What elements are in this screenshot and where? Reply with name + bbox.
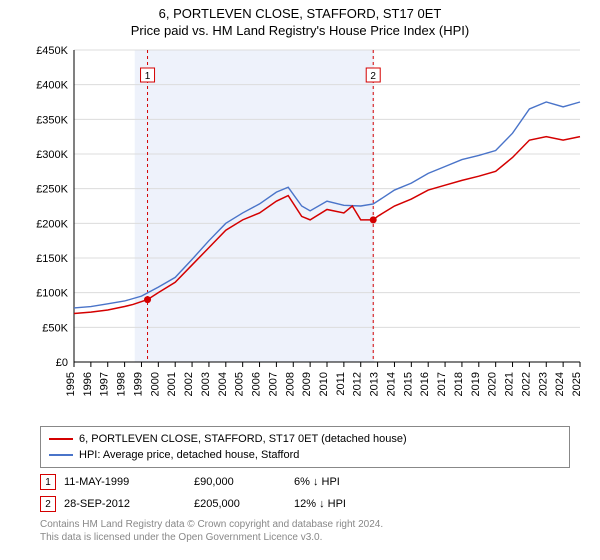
svg-text:£350K: £350K — [36, 114, 68, 126]
svg-text:2013: 2013 — [369, 372, 381, 396]
svg-text:2017: 2017 — [436, 372, 448, 396]
svg-text:2005: 2005 — [234, 372, 246, 396]
svg-text:2001: 2001 — [166, 372, 178, 396]
svg-text:£50K: £50K — [42, 322, 68, 334]
legend-swatch — [49, 438, 73, 440]
svg-text:1998: 1998 — [116, 372, 128, 396]
legend-item: 6, PORTLEVEN CLOSE, STAFFORD, ST17 0ET (… — [49, 431, 561, 447]
svg-text:2024: 2024 — [554, 372, 566, 396]
svg-text:2014: 2014 — [385, 372, 397, 396]
svg-text:1999: 1999 — [132, 372, 144, 396]
marker-price: £205,000 — [194, 498, 294, 510]
marker-price: £90,000 — [194, 476, 294, 488]
svg-text:£150K: £150K — [36, 253, 68, 265]
svg-text:2018: 2018 — [453, 372, 465, 396]
footer-line: This data is licensed under the Open Gov… — [40, 531, 570, 544]
legend-label: 6, PORTLEVEN CLOSE, STAFFORD, ST17 0ET (… — [79, 433, 407, 445]
marker-date: 28-SEP-2012 — [64, 498, 194, 510]
svg-text:£250K: £250K — [36, 184, 68, 196]
marker-date: 11-MAY-1999 — [64, 476, 194, 488]
svg-text:2: 2 — [370, 71, 376, 82]
svg-text:2003: 2003 — [200, 372, 212, 396]
svg-text:2004: 2004 — [217, 372, 229, 396]
svg-text:2010: 2010 — [318, 372, 330, 396]
svg-text:£450K: £450K — [36, 45, 68, 57]
legend: 6, PORTLEVEN CLOSE, STAFFORD, ST17 0ET (… — [40, 426, 570, 468]
marker-box: 2 — [40, 496, 56, 512]
svg-text:2021: 2021 — [504, 372, 516, 396]
svg-text:£100K: £100K — [36, 288, 68, 300]
svg-text:£300K: £300K — [36, 149, 68, 161]
footer-line: Contains HM Land Registry data © Crown c… — [40, 518, 570, 531]
svg-text:2016: 2016 — [419, 372, 431, 396]
svg-text:£400K: £400K — [36, 80, 68, 92]
svg-text:2007: 2007 — [267, 372, 279, 396]
marker-delta: 6% ↓ HPI — [294, 476, 414, 488]
svg-text:2023: 2023 — [537, 372, 549, 396]
svg-text:2025: 2025 — [571, 372, 583, 396]
chart-title: 6, PORTLEVEN CLOSE, STAFFORD, ST17 0ET — [0, 6, 600, 21]
marker-delta: 12% ↓ HPI — [294, 498, 414, 510]
marker-table: 1 11-MAY-1999£90,0006% ↓ HPI 2 28-SEP-2012£… — [40, 474, 570, 512]
svg-text:2020: 2020 — [487, 372, 499, 396]
legend-item: HPI: Average price, detached house, Staf… — [49, 447, 561, 463]
chart-subtitle: Price paid vs. HM Land Registry's House … — [0, 23, 600, 38]
svg-text:2009: 2009 — [301, 372, 313, 396]
svg-text:2006: 2006 — [251, 372, 263, 396]
svg-text:2011: 2011 — [335, 372, 347, 396]
svg-text:1: 1 — [145, 71, 151, 82]
legend-swatch — [49, 454, 73, 456]
svg-text:1995: 1995 — [65, 372, 77, 396]
svg-text:£200K: £200K — [36, 218, 68, 230]
svg-text:2008: 2008 — [284, 372, 296, 396]
marker-box: 1 — [40, 474, 56, 490]
svg-text:2000: 2000 — [149, 372, 161, 396]
chart-area: £0 £50K £100K £150K £200K £250K £300K £350K £400… — [30, 42, 590, 422]
svg-text:1996: 1996 — [82, 372, 94, 396]
svg-text:2002: 2002 — [183, 372, 195, 396]
attribution: Contains HM Land Registry data © Crown c… — [40, 518, 570, 544]
svg-text:2022: 2022 — [520, 372, 532, 396]
svg-text:1997: 1997 — [99, 372, 111, 396]
svg-text:2015: 2015 — [402, 372, 414, 396]
svg-text:£0: £0 — [56, 357, 68, 369]
svg-text:2019: 2019 — [470, 372, 482, 396]
svg-text:2012: 2012 — [352, 372, 364, 396]
legend-label: HPI: Average price, detached house, Staf… — [79, 449, 299, 461]
